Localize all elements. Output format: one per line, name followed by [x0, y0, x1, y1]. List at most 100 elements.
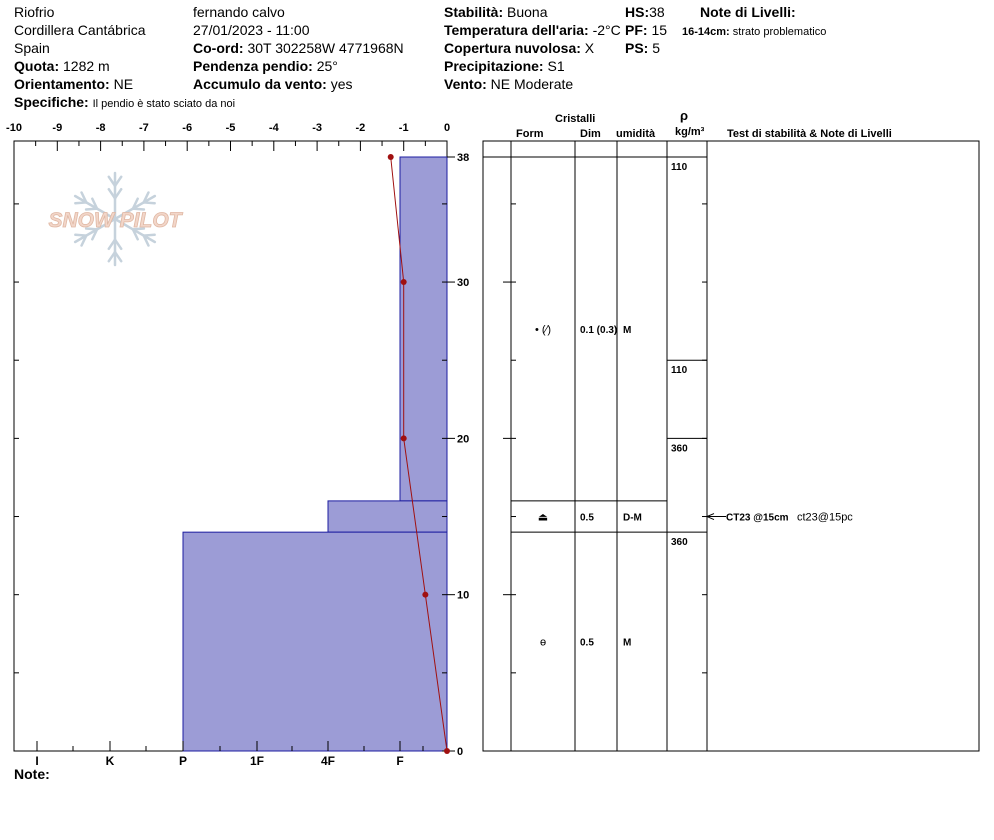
temp-tick-label: 0	[444, 122, 450, 134]
datetime: 27/01/2023 - 11:00	[193, 22, 310, 38]
flake-branch	[107, 187, 117, 200]
flake-branch	[131, 207, 146, 211]
orientation-value: NE	[113, 76, 134, 92]
pf-value: 15	[651, 22, 668, 38]
layer-notes-title: Note di Livelli:	[700, 4, 796, 20]
density-value: 110	[671, 162, 688, 173]
layer-dim: 0.5	[580, 638, 594, 649]
layer-note-text: strato problematico	[732, 26, 827, 38]
wind-row: Vento: NE Moderate	[444, 76, 573, 92]
temp-tick-label: -6	[182, 122, 192, 134]
temp-tick-label: -9	[52, 122, 62, 134]
temp-tick-label: -1	[399, 122, 409, 134]
flake-branch	[91, 197, 99, 210]
pf-row: PF: 15	[625, 22, 668, 38]
layer-humidity: M	[623, 638, 631, 649]
flake-branch	[113, 250, 123, 263]
density-value: 360	[671, 537, 688, 548]
flake-branch	[74, 233, 88, 237]
specifics-value: Il pendio è stato sciato da noi	[92, 98, 236, 110]
hs-value: 38	[649, 4, 665, 20]
hs-row: HS:38	[625, 4, 665, 20]
wind-acc-value: yes	[330, 76, 353, 92]
precip-label: Precipitazione:	[444, 58, 544, 74]
layer-dim: 0.5	[580, 513, 594, 524]
layer-form: ɵ	[540, 637, 546, 649]
temp-tick-label: -2	[356, 122, 366, 134]
coord-label: Co-ord:	[193, 40, 244, 56]
flake-branch	[142, 191, 150, 204]
flake-branch	[113, 175, 123, 188]
precip-value: S1	[547, 58, 565, 74]
wind-acc-row: Accumulo da vento: yes	[193, 76, 352, 92]
ps-label: PS:	[625, 40, 649, 56]
flake-branch	[131, 228, 139, 241]
flake-branch	[80, 234, 88, 247]
flake-branch	[107, 238, 117, 251]
density-value: 360	[671, 443, 688, 454]
hardness-tick-label: I	[35, 754, 38, 768]
wind-label: Vento:	[444, 76, 487, 92]
cloud-row: Copertura nuvolosa: X	[444, 40, 594, 56]
pf-label: PF:	[625, 22, 648, 38]
flake-branch	[142, 234, 150, 247]
flake-branch	[74, 201, 88, 205]
flake-branch	[113, 187, 123, 200]
quota-row: Quota: 1282 m	[14, 58, 110, 74]
flake-arm	[73, 194, 117, 221]
table-frame	[482, 140, 980, 752]
flake-branch	[91, 228, 99, 241]
temperature-point	[422, 591, 429, 598]
hardness-tick-label: K	[106, 754, 115, 768]
flake-branch	[142, 233, 156, 237]
hardness-bar	[399, 156, 448, 502]
flake-branch	[131, 197, 139, 210]
slope-value: 25°	[316, 58, 338, 74]
air-temp-value: -2°C	[592, 22, 621, 38]
coord-row: Co-ord: 30T 302258W 4771968N	[193, 40, 404, 56]
height-tick-label: 38	[457, 152, 469, 164]
test-label: CT23 @15cm	[726, 513, 789, 524]
wind-acc-label: Accumulo da vento:	[193, 76, 327, 92]
layer-humidity: D-M	[623, 513, 642, 524]
coord-value: 30T 302258W 4771968N	[247, 40, 404, 56]
layer-note: 16-14cm: strato problematico	[682, 24, 826, 40]
footer-note-label: Note:	[14, 766, 50, 782]
slope-label: Pendenza pendio:	[193, 58, 313, 74]
observer: fernando calvo	[193, 4, 285, 20]
ps-value: 5	[652, 40, 661, 56]
flake-branch	[84, 207, 99, 211]
rho-header: ρ	[680, 108, 689, 123]
precip-row: Precipitazione: S1	[444, 58, 565, 74]
hardness-tick-label: P	[179, 754, 187, 768]
temp-tick-label: -3	[312, 122, 322, 134]
layer-dim: 0.1 (0.3)	[580, 325, 617, 336]
temp-tick-label: -7	[139, 122, 149, 134]
layer-form: ⏏	[538, 512, 548, 524]
mountain-range: Cordillera Cantábrica	[14, 22, 146, 38]
flake-branch	[84, 227, 99, 231]
density-unit-header: kg/m³	[675, 126, 705, 138]
logo-text: SNOW PILOT	[49, 209, 184, 232]
hardness-tick-label: 4F	[321, 754, 335, 768]
hardness-tick-label: F	[396, 754, 403, 768]
snowpilot-logo: SNOW PILOT	[48, 171, 184, 267]
height-tick-label: 20	[457, 433, 469, 445]
height-tick-label: 30	[457, 277, 469, 289]
orientation-row: Orientamento: NE	[14, 76, 133, 92]
layer-humidity: M	[623, 325, 631, 336]
layer-form: • (⁄)	[535, 324, 551, 336]
hardness-bar	[327, 500, 448, 533]
crystals-header: Cristalli	[555, 113, 596, 125]
cloud-value: X	[584, 40, 595, 56]
temperature-point	[400, 435, 407, 442]
temp-tick-label: -5	[226, 122, 236, 134]
flake-branch	[80, 191, 88, 204]
ps-row: PS: 5	[625, 40, 660, 56]
flake-branch	[131, 227, 146, 231]
stability-value: Buona	[507, 4, 548, 20]
temp-tick-label: -10	[6, 122, 22, 134]
height-tick-label: 0	[457, 746, 463, 758]
temperature-point	[444, 748, 450, 754]
